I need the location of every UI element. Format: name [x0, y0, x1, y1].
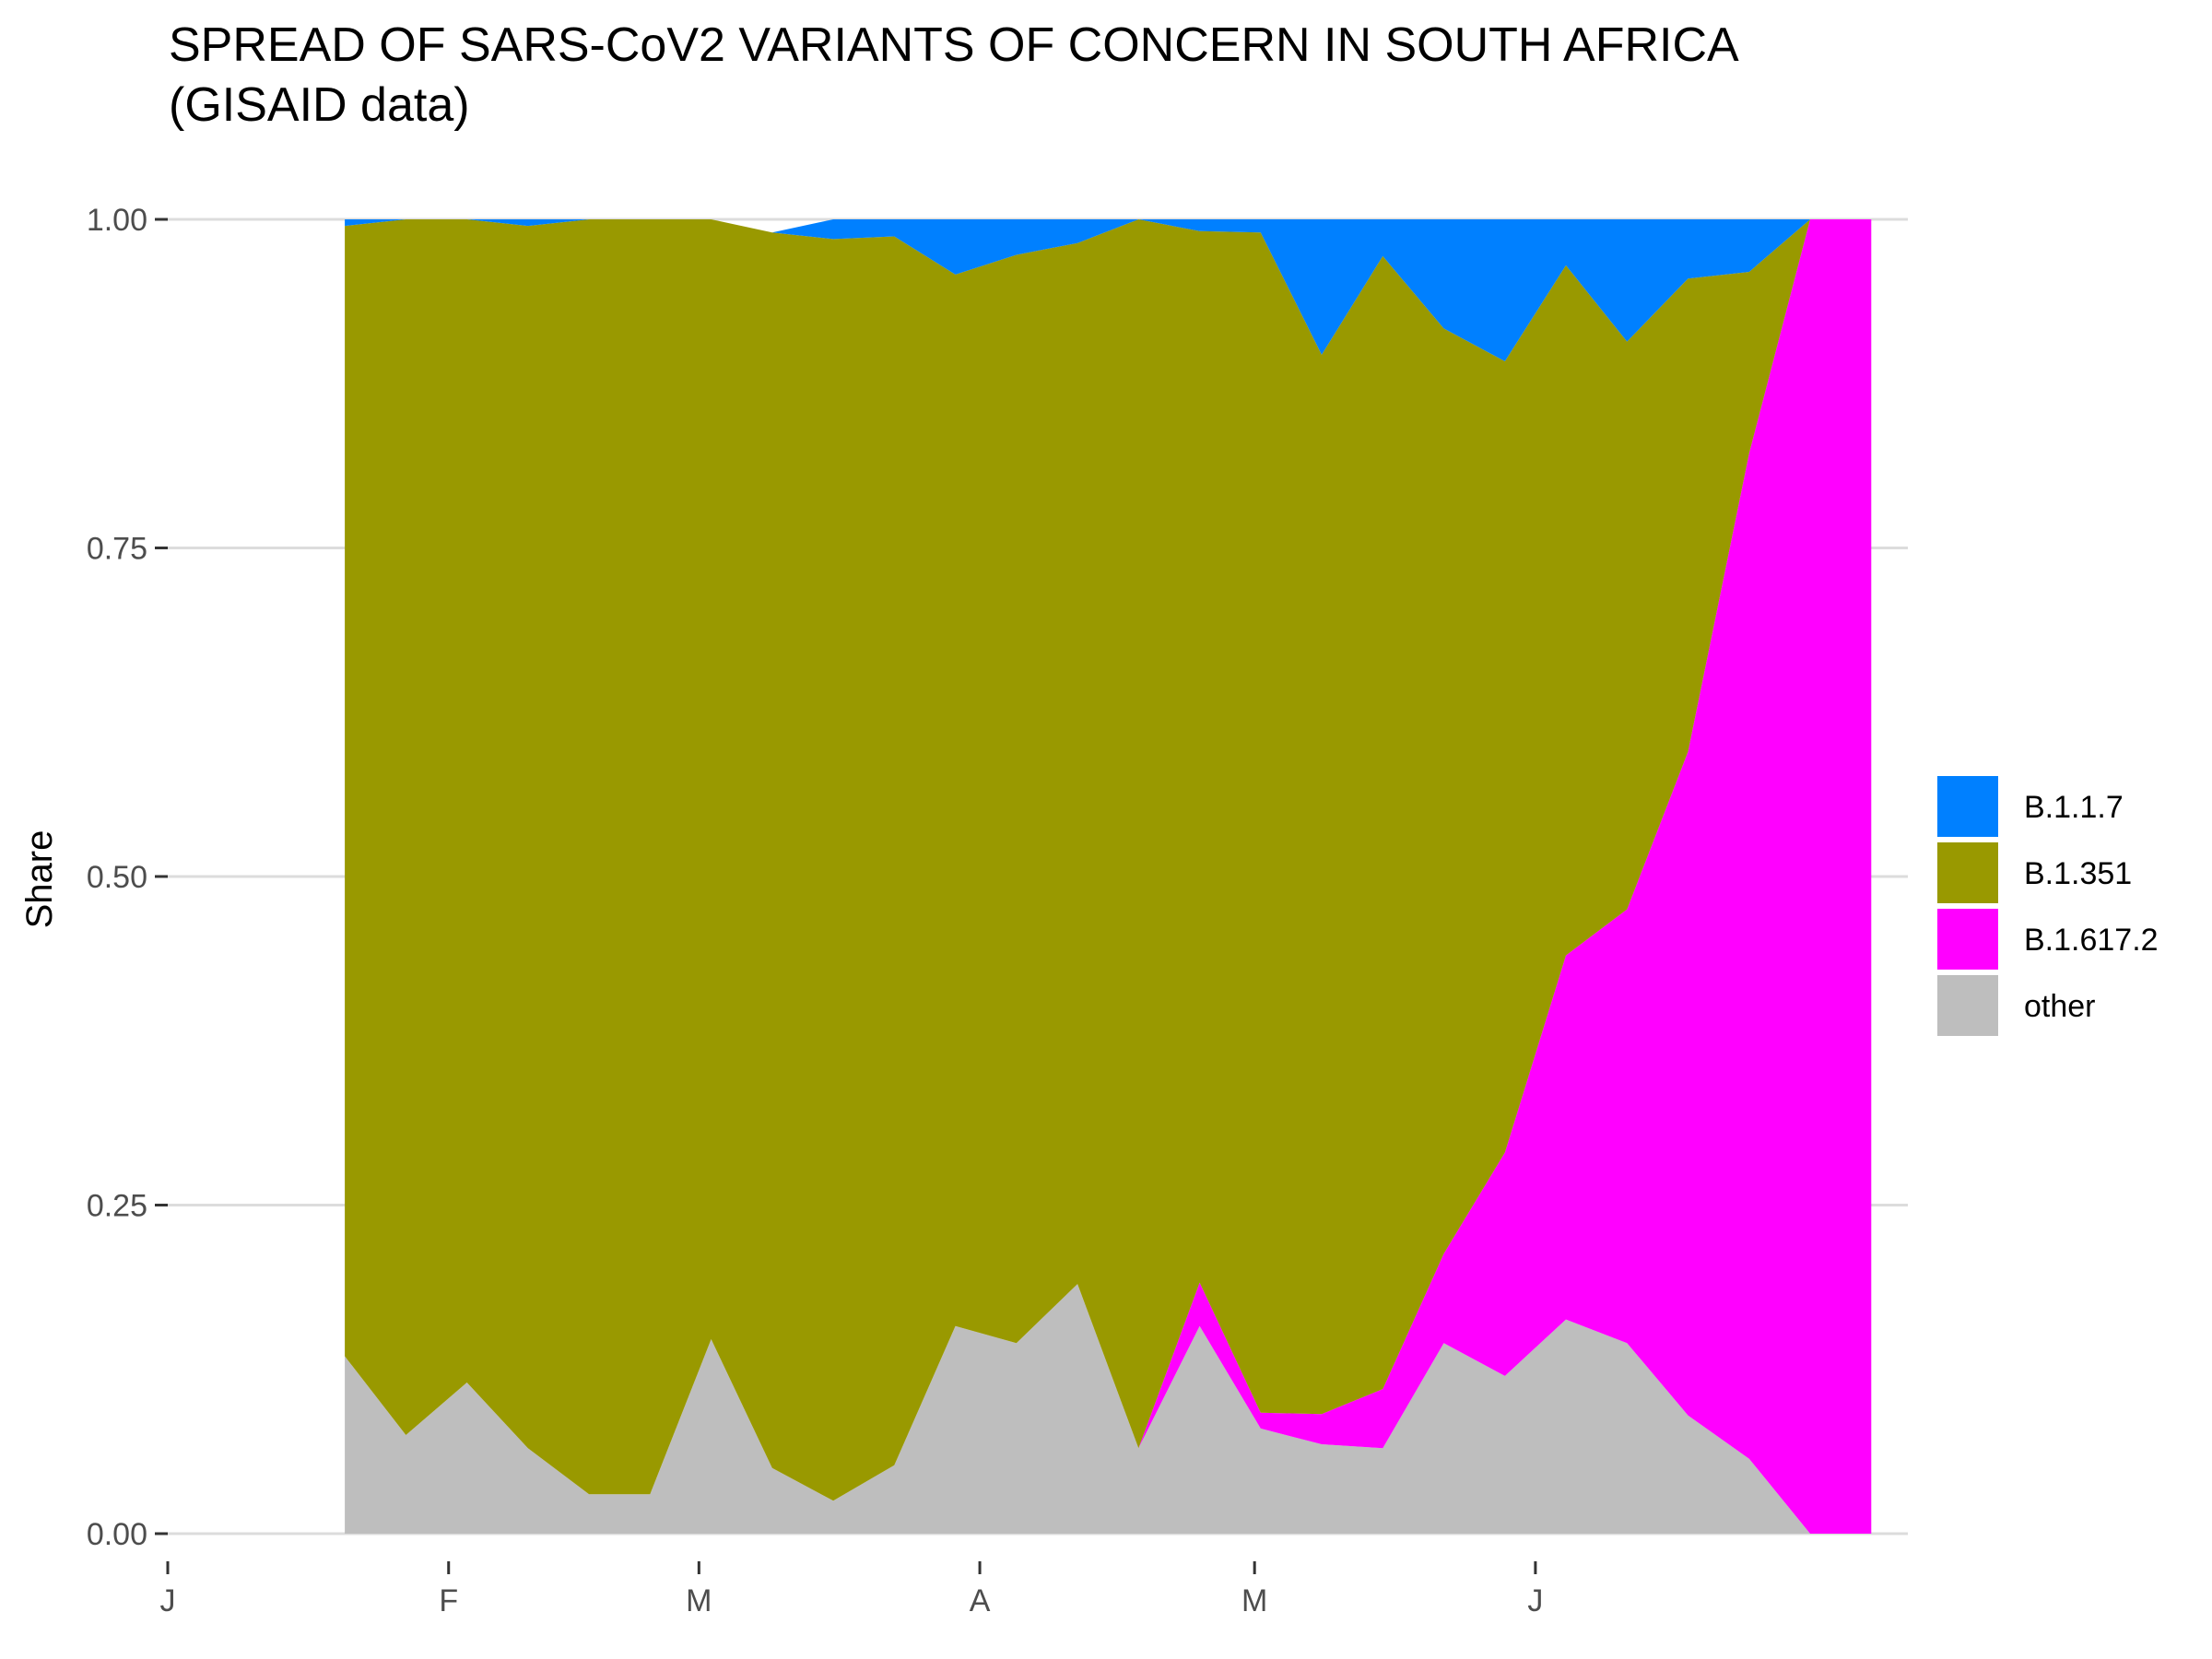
area-other [345, 1284, 1872, 1534]
x-tick-label-0: J [160, 1583, 176, 1618]
legend-key-0 [1937, 776, 1998, 837]
legend-label-0: B.1.1.7 [2024, 790, 2124, 825]
y-tick-label-4: 1.00 [87, 203, 147, 238]
legend-key-1 [1937, 842, 1998, 903]
y-tick-label-3: 0.75 [87, 532, 147, 567]
x-tick-label-1: F [439, 1583, 458, 1618]
y-tick-label-1: 0.25 [87, 1189, 147, 1224]
chart-title-line2: (GISAID data) [169, 78, 470, 132]
area-b-1-351 [345, 219, 1872, 1501]
area-b-1-1-7 [345, 219, 1872, 361]
legend-label-1: B.1.351 [2024, 856, 2132, 891]
x-tick-label-4: M [1241, 1583, 1267, 1618]
legend-label-3: other [2024, 989, 2096, 1024]
legend-key-3 [1937, 975, 1998, 1036]
legend: B.1.1.7 B.1.351 B.1.617.2 other [1937, 776, 2159, 1036]
y-tick-label-2: 0.50 [87, 860, 147, 895]
y-tick-label-0: 0.00 [87, 1517, 147, 1552]
y-axis-title: Share [19, 830, 60, 929]
x-tick-label-2: M [686, 1583, 712, 1618]
legend-label-2: B.1.617.2 [2024, 923, 2159, 958]
area-b-1-617-2 [345, 219, 1872, 1534]
chart-title-line1: SPREAD OF SARS-CoV2 VARIANTS OF CONCERN … [169, 18, 1739, 72]
y-axis: 0.00 0.25 0.50 0.75 1.00 [87, 203, 168, 1552]
stacked-areas [345, 219, 1872, 1534]
x-tick-label-5: J [1527, 1583, 1543, 1618]
legend-key-2 [1937, 909, 1998, 970]
x-tick-label-3: A [970, 1583, 991, 1618]
